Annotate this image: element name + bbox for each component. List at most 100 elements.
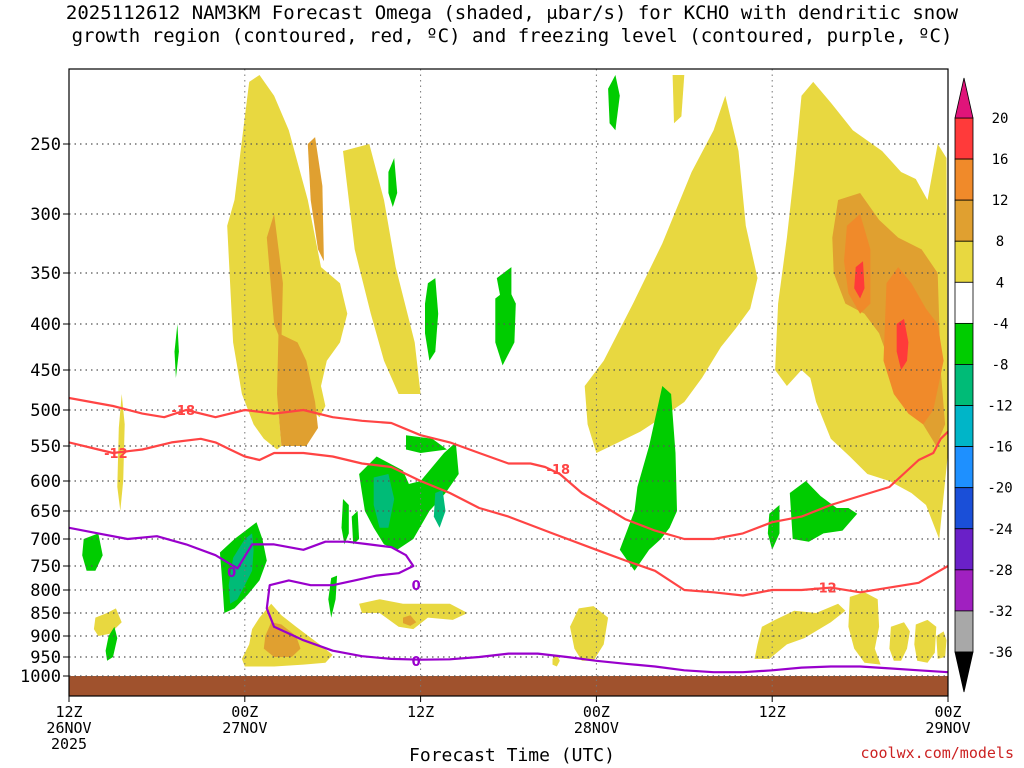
contour-label-0: -18	[172, 404, 196, 419]
colorbar-bin-5	[954, 322, 974, 365]
x-tick-label-1-0: 00Z	[231, 703, 258, 721]
colorbar-bottom-arrow	[954, 651, 974, 693]
omega-region-40	[388, 158, 398, 207]
colorbar-bin-7	[954, 405, 974, 448]
omega-region-41	[619, 386, 677, 571]
omega-region-0	[227, 75, 348, 450]
y-tick-label-300: 300	[30, 205, 61, 225]
chart-title-line2: growth region (contoured, red, ºC) and f…	[71, 25, 953, 47]
contour-0	[69, 396, 948, 541]
plot-frame	[68, 68, 949, 697]
omega-region-16	[93, 608, 122, 636]
contour-labels: -18 -12 -18 -12 0 0 0	[104, 404, 837, 670]
contour-label-2: -18	[547, 463, 571, 478]
omega-region-19	[552, 654, 560, 667]
contour-label-6: 0	[412, 655, 421, 670]
omega-region-10	[854, 261, 865, 299]
colorbar-label--16: -16	[987, 440, 1012, 456]
x-tick-label-3-0: 00Z	[583, 703, 610, 721]
omega-shading	[82, 75, 948, 667]
colorbar-label--28: -28	[987, 563, 1012, 579]
y-axis: 250 300 350 400 450 500 550 600 650 700 750 800 850 9…	[20, 135, 69, 687]
omega-region-32	[433, 490, 446, 528]
omega-region-13	[263, 622, 301, 657]
colorbar: 20 16 12 8 4 -4 -8 -12 -16 -20 -24 -28 -32 -36	[954, 77, 1013, 693]
credit-text: coolwx.com/models	[860, 744, 1014, 762]
omega-region-21	[848, 592, 881, 665]
omega-region-14	[359, 599, 468, 630]
contour-lines	[69, 396, 948, 674]
omega-region-29	[105, 626, 118, 661]
chart-title: 2025112612 NAM3KM Forecast Omega (shaded…	[0, 2, 1024, 48]
omega-region-38	[495, 288, 516, 366]
omega-region-42	[767, 505, 780, 550]
y-tick-label-600: 600	[30, 472, 61, 492]
omega-region-44	[608, 75, 620, 131]
contour-label-4: 0	[227, 566, 236, 581]
omega-region-28	[82, 533, 103, 571]
colorbar-bin-2	[954, 199, 974, 242]
x-tick-label-4-0: 12Z	[759, 703, 786, 721]
y-tick-label-450: 450	[30, 361, 61, 381]
colorbar-label--8: -8	[992, 357, 1009, 373]
colorbar-top-arrow	[954, 77, 974, 119]
x-tick-label-0-1: 26NOV	[46, 719, 91, 737]
colorbar-label-20: 20	[992, 111, 1009, 127]
y-tick-label-1000: 1000	[20, 667, 61, 687]
x-tick-label-2-0: 12Z	[407, 703, 434, 721]
colorbar-label--32: -32	[987, 604, 1012, 620]
omega-region-31	[373, 474, 395, 528]
colorbar-bin-12	[954, 610, 974, 653]
omega-region-23	[914, 619, 937, 663]
colorbar-label-4: 4	[996, 275, 1004, 291]
terrain-ground	[69, 676, 948, 696]
chart-title-line1: 2025112612 NAM3KM Forecast Omega (shaded…	[65, 2, 959, 24]
ground-fill	[69, 676, 948, 696]
colorbar-label--20: -20	[987, 481, 1012, 497]
omega-region-18	[570, 606, 609, 661]
omega-region-15	[403, 615, 417, 626]
y-tick-label-750: 750	[30, 557, 61, 577]
y-tick-label-800: 800	[30, 581, 61, 601]
colorbar-label-8: 8	[996, 234, 1004, 250]
omega-region-37	[425, 278, 439, 361]
colorbar-label-16: 16	[992, 152, 1009, 168]
omega-region-22	[889, 622, 910, 661]
omega-region-45	[174, 324, 179, 378]
omega-region-4	[343, 144, 421, 394]
omega-region-3	[277, 333, 318, 446]
omega-region-9	[883, 267, 944, 425]
colorbar-bin-3	[954, 240, 974, 283]
colorbar-bin-11	[954, 569, 974, 612]
contour-label-1: -12	[104, 447, 128, 462]
x-tick-label-5-1: 29NOV	[925, 719, 970, 737]
colorbar-bin-0	[954, 117, 974, 160]
x-tick-label-0-2: 2025	[51, 735, 87, 753]
x-tick-label-3-1: 28NOV	[574, 719, 619, 737]
omega-region-11	[896, 318, 909, 370]
contour-label-5: 0	[412, 579, 421, 594]
colorbar-label--24: -24	[987, 522, 1012, 538]
omega-region-5	[584, 95, 758, 453]
y-tick-label-350: 350	[30, 264, 61, 284]
x-axis-title: Forecast Time (UTC)	[409, 745, 615, 766]
y-tick-label-900: 900	[30, 627, 61, 647]
omega-region-2	[266, 214, 283, 343]
y-tick-label-550: 550	[30, 437, 61, 457]
colorbar-bin-8	[954, 446, 974, 489]
colorbar-bin-6	[954, 364, 974, 406]
colorbar-bin-10	[954, 528, 974, 571]
colorbar-label-12: 12	[992, 193, 1009, 209]
x-tick-label-0-0: 12Z	[55, 703, 82, 721]
omega-region-36	[351, 511, 360, 545]
omega-region-25	[672, 75, 685, 124]
colorbar-label--36: -36	[987, 645, 1012, 661]
contour-label-3: -12	[813, 582, 837, 597]
y-tick-label-850: 850	[30, 604, 61, 624]
omega-region-1	[307, 137, 324, 262]
y-tick-label-500: 500	[30, 401, 61, 421]
colorbar-bin-9	[954, 487, 974, 530]
colorbar-label--12: -12	[987, 399, 1012, 415]
